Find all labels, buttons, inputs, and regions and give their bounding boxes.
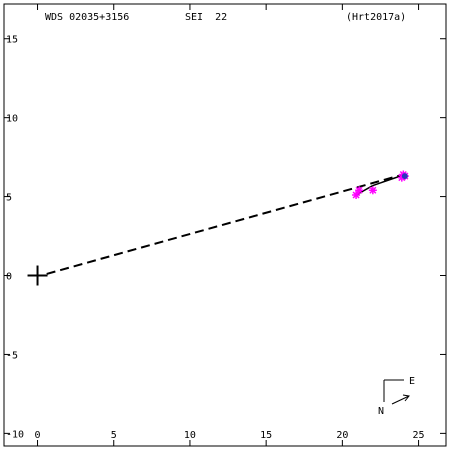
motion-direction-arrow (391, 395, 410, 405)
y-tick-label: -10 (6, 429, 24, 440)
east-label: E (409, 376, 415, 387)
motion-direction-arrowhead (402, 394, 410, 402)
y-tick-label: 0 (6, 272, 12, 283)
primary-star-marker (27, 265, 48, 286)
measurement-point (355, 186, 364, 195)
measurement-point (368, 186, 377, 195)
line-of-motion (46, 173, 404, 275)
y-tick-label: 10 (6, 114, 18, 125)
x-tick-label: 15 (260, 430, 272, 441)
latest-position-dot (401, 173, 408, 180)
measurement-points (352, 170, 409, 200)
x-tick-label: 20 (336, 430, 348, 441)
north-label: N (378, 406, 384, 417)
asterisk-stroke (355, 186, 363, 194)
plot-frame (3, 3, 447, 447)
wds-id-label: WDS 02035+3156 (45, 12, 129, 23)
orientation-indicator: E N (378, 376, 415, 417)
line-of-motion-dashed (46, 173, 404, 275)
x-tick-label: 10 (184, 430, 196, 441)
asterisk-stroke (352, 191, 360, 199)
axis-ticks (4, 4, 446, 446)
discoverer-label: SEI 22 (185, 12, 227, 23)
x-tick-label: 25 (413, 430, 425, 441)
plot-border (3, 3, 447, 447)
x-tick-label: 0 (35, 430, 41, 441)
asterisk-stroke (369, 186, 377, 194)
y-tick-label: 15 (6, 35, 18, 46)
x-tick-label: 5 (111, 430, 117, 441)
y-tick-label: -5 (6, 350, 18, 361)
reference-label: (Hrt2017a) (346, 12, 406, 23)
y-tick-label: 5 (6, 193, 12, 204)
axis-tick-labels: 0 5 10 15 20 25 15 10 5 0 -5 -10 (6, 35, 425, 441)
